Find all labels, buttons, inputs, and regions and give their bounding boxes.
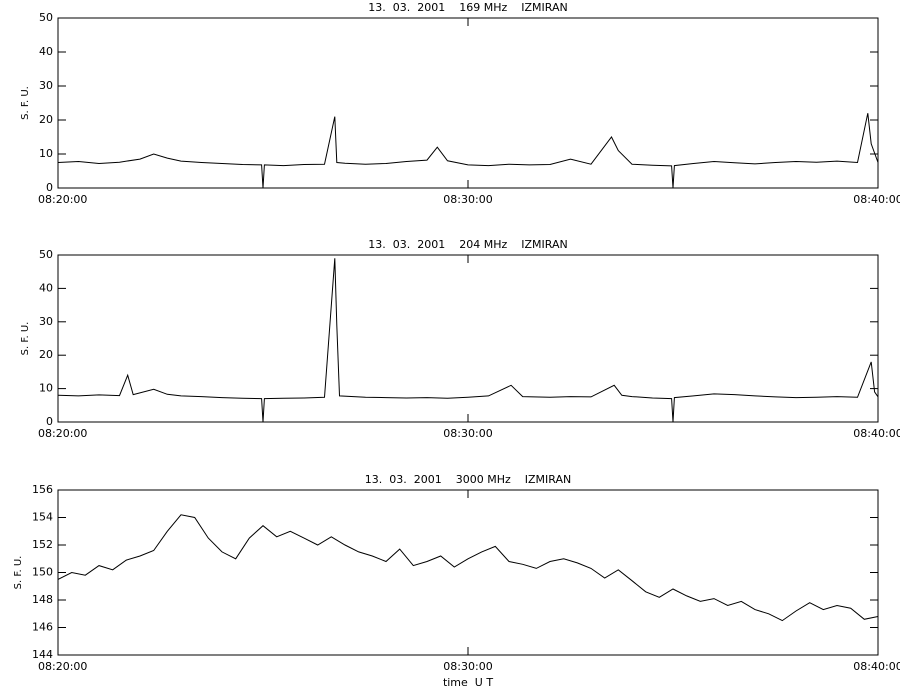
y-tick-label: 30 <box>39 315 53 328</box>
y-tick-label: 156 <box>32 483 53 496</box>
y-tick-label: 144 <box>32 648 53 661</box>
y-axis-label: S. F. U. <box>13 556 24 590</box>
y-tick-label: 10 <box>39 147 53 160</box>
y-tick-label: 154 <box>32 511 53 524</box>
y-tick-label: 0 <box>46 415 53 428</box>
y-axis-label: S. F. U. <box>20 322 31 356</box>
x-tick-label: 08:30:00 <box>443 660 492 673</box>
x-tick-label: 08:20:00 <box>38 427 87 440</box>
y-tick-label: 20 <box>39 113 53 126</box>
data-line <box>57 514 879 622</box>
chart-title: 13. 03. 2001 204 MHz IZMIRAN <box>368 238 567 251</box>
y-tick-label: 150 <box>32 566 53 579</box>
data-line <box>57 258 879 423</box>
y-axis-label: S. F. U. <box>20 86 31 120</box>
x-tick-label: 08:40:00 <box>853 660 900 673</box>
x-tick-label: 08:20:00 <box>38 193 87 206</box>
y-tick-label: 40 <box>39 281 53 294</box>
y-tick-label: 50 <box>39 11 53 24</box>
chart-title: 13. 03. 2001 3000 MHz IZMIRAN <box>365 473 571 486</box>
y-tick-label: 148 <box>32 593 53 606</box>
y-tick-label: 20 <box>39 348 53 361</box>
y-tick-label: 0 <box>46 181 53 194</box>
x-tick-label: 08:30:00 <box>443 193 492 206</box>
y-tick-label: 30 <box>39 79 53 92</box>
x-tick-label: 08:40:00 <box>853 427 900 440</box>
y-tick-label: 40 <box>39 45 53 58</box>
y-tick-label: 152 <box>32 538 53 551</box>
x-tick-label: 08:20:00 <box>38 660 87 673</box>
y-tick-label: 50 <box>39 248 53 261</box>
plot-frame <box>57 17 879 189</box>
data-line <box>57 113 879 189</box>
x-tick-label: 08:40:00 <box>853 193 900 206</box>
y-tick-label: 146 <box>32 621 53 634</box>
x-tick-label: 08:30:00 <box>443 427 492 440</box>
y-tick-label: 10 <box>39 382 53 395</box>
x-axis-label: time U T <box>443 676 493 689</box>
chart-title: 13. 03. 2001 169 MHz IZMIRAN <box>368 1 567 14</box>
